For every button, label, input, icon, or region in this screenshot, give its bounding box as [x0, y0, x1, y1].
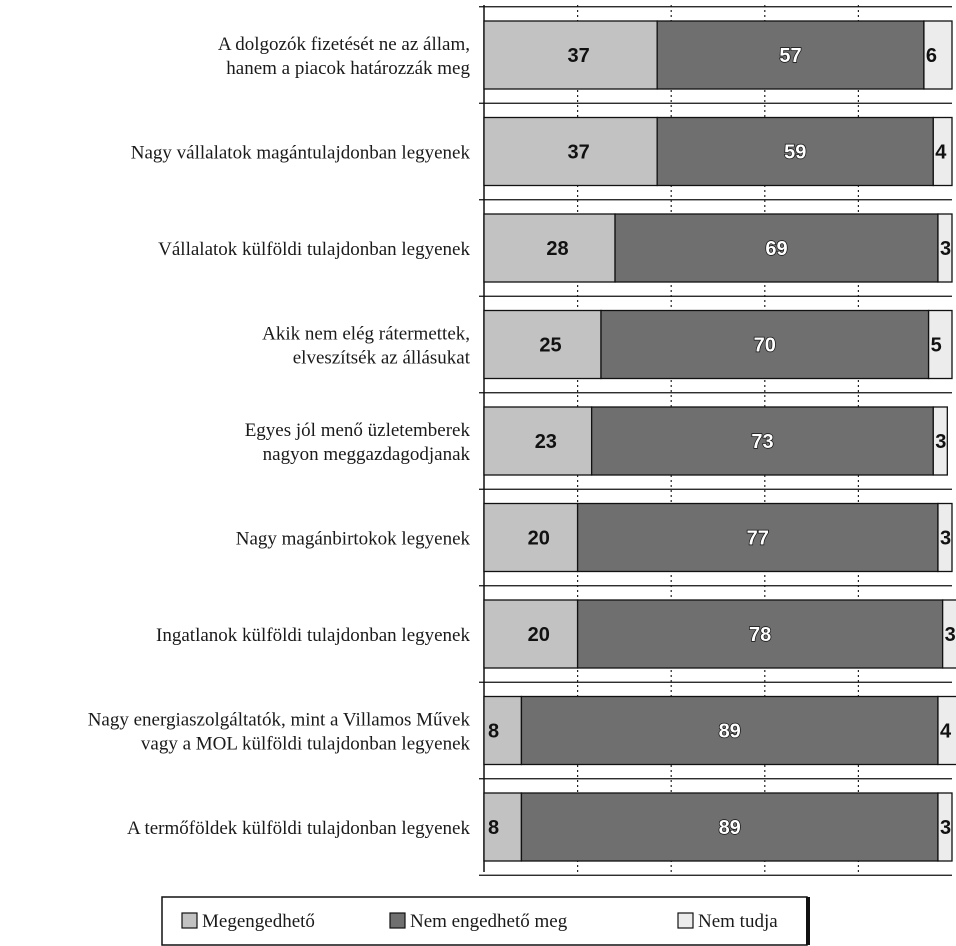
value-label: 3 — [945, 624, 956, 646]
bar-segment — [520, 695, 939, 766]
value-label: 4 — [940, 721, 952, 743]
legend-swatch — [181, 912, 198, 929]
bar-segment — [614, 213, 939, 283]
value-label: 8 — [488, 721, 499, 743]
value-label: 73 — [751, 431, 773, 453]
value-label: 78 — [749, 624, 771, 646]
legend-swatch — [677, 912, 694, 929]
category-label: Nagy magánbirtokok legyenek — [236, 529, 471, 550]
value-label: 37 — [567, 142, 589, 164]
legend-swatch — [389, 912, 406, 929]
legend-label: Nem engedhető meg — [410, 911, 568, 932]
bar-segment — [483, 406, 593, 476]
value-label: 5 — [931, 335, 942, 357]
legend-label: Nem tudja — [698, 911, 778, 932]
value-label: 3 — [940, 238, 951, 260]
bar-segment — [520, 792, 939, 862]
legend-box — [161, 896, 808, 946]
category-label: vagy a MOL külföldi tulajdonban legyenek — [141, 734, 471, 755]
category-label: hanem a piacok határozzák meg — [226, 58, 470, 79]
bar-segment — [941, 599, 956, 669]
value-label: 3 — [940, 817, 951, 839]
value-label: 59 — [784, 142, 806, 164]
value-label: 57 — [779, 45, 801, 67]
bar-segment — [483, 502, 579, 573]
value-label: 69 — [765, 238, 787, 260]
value-label: 77 — [747, 528, 769, 550]
bar-segment — [576, 599, 944, 669]
bar-segment — [483, 309, 602, 380]
value-label: 20 — [528, 528, 550, 550]
category-label: Egyes jól menő üzletemberek — [245, 420, 471, 441]
value-label: 89 — [719, 721, 741, 743]
category-label: Vállalatok külföldi tulajdonban legyenek — [158, 239, 470, 260]
value-label: 37 — [567, 45, 589, 67]
bar-segment — [937, 502, 953, 573]
value-label: 4 — [935, 142, 947, 164]
value-label: 20 — [528, 624, 550, 646]
bar-segment — [483, 695, 523, 766]
bar-segment — [923, 20, 953, 90]
category-label: elveszítsék az állásukat — [293, 348, 471, 369]
category-label: A dolgozók fizetését ne az állam, — [218, 34, 470, 55]
category-label: nagyon meggazdagodjanak — [263, 444, 471, 465]
bar-segment — [483, 599, 579, 669]
bar-segment — [483, 20, 658, 90]
value-label: 6 — [926, 45, 937, 67]
bar-segment — [576, 502, 939, 573]
bar-segment — [937, 695, 956, 766]
category-label: A termőföldek külföldi tulajdonban legye… — [127, 818, 470, 839]
category-label: Ingatlanok külföldi tulajdonban legyenek — [156, 625, 470, 646]
bar-segment — [937, 213, 953, 283]
value-label: 8 — [488, 817, 499, 839]
category-label: Nagy vállalatok magántulajdonban legyene… — [131, 143, 471, 164]
bar-segment — [932, 406, 948, 476]
value-label: 89 — [719, 817, 741, 839]
value-label: 3 — [935, 431, 946, 453]
value-label: 25 — [539, 335, 561, 357]
bar-segment — [937, 792, 953, 862]
bar-segment — [590, 406, 934, 476]
category-label: Nagy energiaszolgáltatók, mint a Villamo… — [88, 710, 471, 731]
legend-label: Megengedhető — [202, 911, 315, 932]
value-label: 23 — [535, 431, 557, 453]
bar-segment — [932, 116, 953, 187]
bar-segment — [483, 213, 616, 283]
bar-segment — [656, 116, 934, 187]
value-label: 70 — [754, 335, 776, 357]
value-label: 28 — [546, 238, 568, 260]
category-label: Akik nem elég rátermettek, — [262, 324, 470, 345]
bar-segment — [600, 309, 930, 380]
bar-segment — [483, 116, 658, 187]
bar-segment — [927, 309, 953, 380]
value-label: 3 — [940, 528, 951, 550]
bar-segment — [656, 20, 925, 90]
